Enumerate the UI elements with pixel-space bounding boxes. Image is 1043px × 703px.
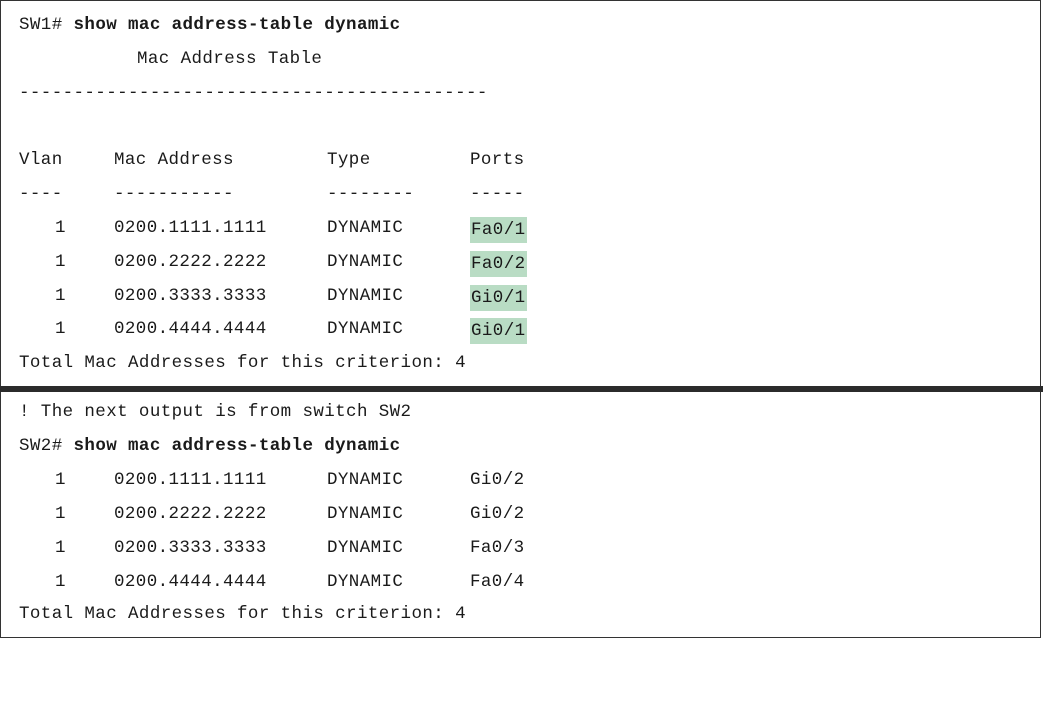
- rule-type: --------: [327, 184, 415, 204]
- vlan-cell: 1: [55, 470, 66, 490]
- sw2-output-panel: ! The next output is from switch SW2 SW2…: [0, 392, 1041, 638]
- header-mac-address: Mac Address: [114, 150, 234, 170]
- table-row: 1 0200.3333.3333 DYNAMIC Gi0/1: [19, 285, 719, 311]
- rule-mac-address: -----------: [114, 184, 234, 204]
- type-cell: DYNAMIC: [327, 286, 404, 306]
- sw2-comment-line: ! The next output is from switch SW2: [19, 402, 412, 422]
- table-row: 1 0200.3333.3333 DYNAMIC Fa0/3: [19, 537, 719, 559]
- sw1-command: show mac address-table dynamic: [73, 15, 401, 35]
- sw1-header-rule: ---- ----------- -------- -----: [19, 183, 719, 205]
- mac-cell: 0200.4444.4444: [114, 319, 267, 339]
- sw2-total-line: Total Mac Addresses for this criterion: …: [19, 604, 466, 624]
- sw1-table-title: Mac Address Table: [137, 49, 323, 69]
- header-ports: Ports: [470, 150, 525, 170]
- vlan-cell: 1: [55, 319, 66, 339]
- port-cell: Fa0/3: [470, 538, 525, 558]
- port-cell-highlighted: Gi0/1: [470, 285, 527, 311]
- port-cell: Gi0/2: [470, 504, 525, 524]
- table-row: 1 0200.4444.4444 DYNAMIC Gi0/1: [19, 318, 719, 344]
- sw1-prompt: SW1#: [19, 15, 63, 35]
- sw1-command-line: SW1# show mac address-table dynamic: [19, 14, 401, 36]
- mac-cell: 0200.3333.3333: [114, 538, 267, 558]
- mac-cell: 0200.4444.4444: [114, 572, 267, 592]
- sw1-table-header: Vlan Mac Address Type Ports: [19, 149, 719, 171]
- sw2-command-line: SW2# show mac address-table dynamic: [19, 435, 401, 457]
- type-cell: DYNAMIC: [327, 319, 404, 339]
- sw1-total-line: Total Mac Addresses for this criterion: …: [19, 353, 466, 373]
- port-cell: Gi0/2: [470, 470, 525, 490]
- port-cell-highlighted: Fa0/2: [470, 251, 527, 277]
- sw2-command: show mac address-table dynamic: [73, 436, 401, 456]
- type-cell: DYNAMIC: [327, 572, 404, 592]
- port-cell-highlighted: Gi0/1: [470, 318, 527, 344]
- rule-ports: -----: [470, 184, 525, 204]
- mac-cell: 0200.3333.3333: [114, 286, 267, 306]
- port-cell-highlighted: Fa0/1: [470, 217, 527, 243]
- type-cell: DYNAMIC: [327, 538, 404, 558]
- vlan-cell: 1: [55, 286, 66, 306]
- table-row: 1 0200.1111.1111 DYNAMIC Gi0/2: [19, 469, 719, 491]
- vlan-cell: 1: [55, 572, 66, 592]
- type-cell: DYNAMIC: [327, 504, 404, 524]
- vlan-cell: 1: [55, 218, 66, 238]
- vlan-cell: 1: [55, 252, 66, 272]
- table-row: 1 0200.2222.2222 DYNAMIC Fa0/2: [19, 251, 719, 277]
- mac-cell: 0200.1111.1111: [114, 470, 267, 490]
- sw2-prompt: SW2#: [19, 436, 63, 456]
- mac-cell: 0200.2222.2222: [114, 252, 267, 272]
- table-row: 1 0200.1111.1111 DYNAMIC Fa0/1: [19, 217, 719, 243]
- vlan-cell: 1: [55, 538, 66, 558]
- type-cell: DYNAMIC: [327, 470, 404, 490]
- header-vlan: Vlan: [19, 150, 63, 170]
- panel-divider: [0, 386, 1043, 392]
- vlan-cell: 1: [55, 504, 66, 524]
- mac-cell: 0200.2222.2222: [114, 504, 267, 524]
- mac-cell: 0200.1111.1111: [114, 218, 267, 238]
- table-row: 1 0200.4444.4444 DYNAMIC Fa0/4: [19, 571, 719, 593]
- sw1-output-panel: SW1# show mac address-table dynamic Mac …: [0, 0, 1041, 388]
- port-cell: Fa0/4: [470, 572, 525, 592]
- rule-vlan: ----: [19, 184, 63, 204]
- header-type: Type: [327, 150, 371, 170]
- sw1-separator: ----------------------------------------…: [19, 83, 488, 103]
- type-cell: DYNAMIC: [327, 218, 404, 238]
- table-row: 1 0200.2222.2222 DYNAMIC Gi0/2: [19, 503, 719, 525]
- type-cell: DYNAMIC: [327, 252, 404, 272]
